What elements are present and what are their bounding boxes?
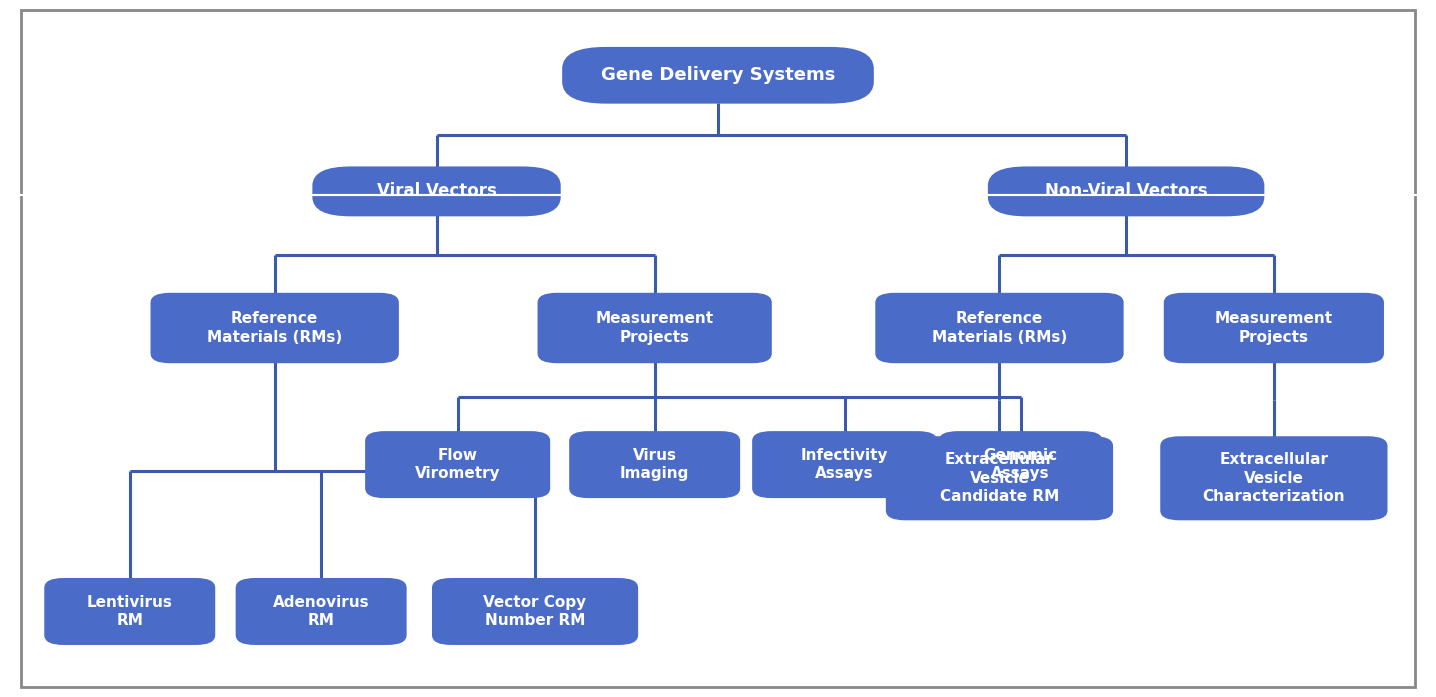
FancyBboxPatch shape bbox=[313, 167, 560, 215]
FancyBboxPatch shape bbox=[538, 294, 771, 362]
Text: Viral Vectors: Viral Vectors bbox=[376, 183, 497, 201]
FancyBboxPatch shape bbox=[366, 432, 549, 497]
FancyBboxPatch shape bbox=[989, 167, 1264, 215]
FancyBboxPatch shape bbox=[1162, 437, 1387, 519]
FancyBboxPatch shape bbox=[152, 294, 398, 362]
Text: Reference
Materials (RMs): Reference Materials (RMs) bbox=[207, 311, 342, 345]
Text: Infectivity
Assays: Infectivity Assays bbox=[801, 447, 889, 482]
FancyBboxPatch shape bbox=[939, 432, 1101, 497]
FancyBboxPatch shape bbox=[876, 294, 1123, 362]
Text: Extracellular
Vesicle
Characterization: Extracellular Vesicle Characterization bbox=[1202, 452, 1346, 505]
Text: Non-Viral Vectors: Non-Viral Vectors bbox=[1045, 183, 1208, 201]
Text: Vector Copy
Number RM: Vector Copy Number RM bbox=[484, 595, 587, 628]
FancyBboxPatch shape bbox=[570, 432, 740, 497]
Text: Lentivirus
RM: Lentivirus RM bbox=[86, 595, 172, 628]
Text: Extracellular
Vesicle
Candidate RM: Extracellular Vesicle Candidate RM bbox=[939, 452, 1060, 505]
Text: Virus
Imaging: Virus Imaging bbox=[620, 447, 689, 482]
Text: Gene Delivery Systems: Gene Delivery Systems bbox=[600, 66, 836, 84]
Text: Measurement
Projects: Measurement Projects bbox=[596, 311, 714, 345]
FancyBboxPatch shape bbox=[887, 437, 1111, 519]
FancyBboxPatch shape bbox=[434, 579, 638, 644]
Text: Reference
Materials (RMs): Reference Materials (RMs) bbox=[932, 311, 1067, 345]
FancyBboxPatch shape bbox=[237, 579, 405, 644]
Text: Adenovirus
RM: Adenovirus RM bbox=[273, 595, 369, 628]
FancyBboxPatch shape bbox=[752, 432, 936, 497]
Text: Measurement
Projects: Measurement Projects bbox=[1215, 311, 1333, 345]
FancyBboxPatch shape bbox=[563, 48, 873, 102]
Text: Flow
Virometry: Flow Virometry bbox=[415, 447, 501, 482]
FancyBboxPatch shape bbox=[46, 579, 214, 644]
FancyBboxPatch shape bbox=[1165, 294, 1383, 362]
Text: Genomic
Assays: Genomic Assays bbox=[984, 447, 1058, 482]
